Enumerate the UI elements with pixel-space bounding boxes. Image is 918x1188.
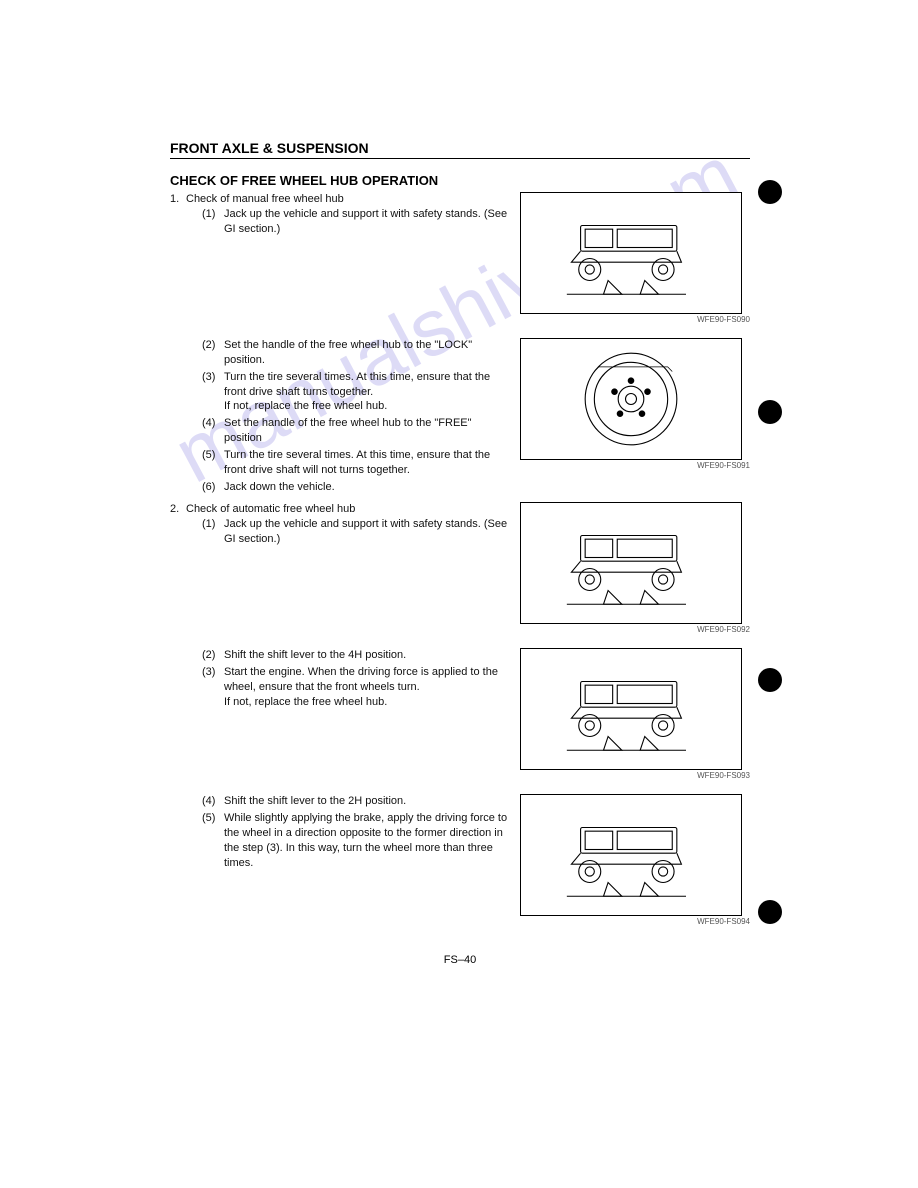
list-text: Jack up the vehicle and support it with … <box>224 208 507 235</box>
figure-vehicle-on-stands <box>520 192 742 314</box>
figure-column: WFE90-FS090 <box>520 192 750 332</box>
text-column: (2) Shift the shift lever to the 4H posit… <box>170 648 510 711</box>
binder-dot <box>758 400 782 424</box>
text-column: (4) Shift the shift lever to the 2H posit… <box>170 794 510 872</box>
list-item: (3) Start the engine. When the driving fo… <box>202 665 510 710</box>
list-number: (1) <box>202 517 215 532</box>
list-item: (1) Jack up the vehicle and support it w… <box>202 517 510 547</box>
figure-column: WFE90-FS093 <box>520 648 750 788</box>
vehicle-icon <box>526 508 736 618</box>
list-item: (2) Set the handle of the free wheel hub … <box>202 338 510 368</box>
list-item: (1) Jack up the vehicle and support it w… <box>202 207 510 237</box>
figure-column: WFE90-FS091 <box>520 338 750 478</box>
list-item: 1. Check of manual free wheel hub (1) Ja… <box>170 192 510 237</box>
figure-caption: WFE90-FS091 <box>520 461 750 470</box>
list-text: Check of manual free wheel hub <box>186 193 344 205</box>
list-text: Start the engine. When the driving force… <box>224 666 498 693</box>
figure-caption: WFE90-FS094 <box>520 917 750 926</box>
text-column: 1. Check of manual free wheel hub (1) Ja… <box>170 192 510 239</box>
list-item: (4) Set the handle of the free wheel hub … <box>202 416 510 446</box>
figure-vehicle-on-stands <box>520 648 742 770</box>
content-block: (4) Shift the shift lever to the 2H posit… <box>170 794 750 934</box>
list-text: Shift the shift lever to the 2H position… <box>224 795 406 807</box>
list-item: (4) Shift the shift lever to the 2H posit… <box>202 794 510 809</box>
list-text: Turn the tire several times. At this tim… <box>224 449 490 476</box>
content-block: 2. Check of automatic free wheel hub (1)… <box>170 502 750 642</box>
list-text: Jack down the vehicle. <box>224 481 335 493</box>
list-text: Set the handle of the free wheel hub to … <box>224 417 472 444</box>
list-number: (2) <box>202 338 215 353</box>
list-number: (6) <box>202 480 215 495</box>
figure-wheel-hub <box>520 338 742 460</box>
vehicle-icon <box>526 654 736 764</box>
list-item: (3) Turn the tire several times. At this … <box>202 370 510 415</box>
figure-vehicle-on-stands <box>520 502 742 624</box>
binder-dot <box>758 180 782 204</box>
list-number: 2. <box>170 502 179 517</box>
content-block: (2) Shift the shift lever to the 4H posit… <box>170 648 750 788</box>
binder-dot <box>758 900 782 924</box>
list-item: (6) Jack down the vehicle. <box>202 480 510 495</box>
list-text: Jack up the vehicle and support it with … <box>224 518 507 545</box>
list-number: (4) <box>202 794 215 809</box>
figure-column: WFE90-FS092 <box>520 502 750 642</box>
list-item: 2. Check of automatic free wheel hub (1)… <box>170 502 510 547</box>
figure-caption: WFE90-FS090 <box>520 315 750 324</box>
list-text: While slightly applying the brake, apply… <box>224 812 507 869</box>
list-number: (1) <box>202 207 215 222</box>
list-number: (3) <box>202 370 215 385</box>
list-text: If not, replace the free wheel hub. <box>224 400 387 412</box>
page-content: FRONT AXLE & SUSPENSION CHECK OF FREE WH… <box>170 140 750 966</box>
list-text: Check of automatic free wheel hub <box>186 503 355 515</box>
wheel-icon <box>526 344 736 454</box>
content-block: 1. Check of manual free wheel hub (1) Ja… <box>170 192 750 332</box>
figure-vehicle-on-stands <box>520 794 742 916</box>
list-number: (5) <box>202 448 215 463</box>
content-block: (2) Set the handle of the free wheel hub … <box>170 338 750 496</box>
list-number: (5) <box>202 811 215 826</box>
list-number: (2) <box>202 648 215 663</box>
list-text: Turn the tire several times. At this tim… <box>224 371 490 398</box>
list-number: 1. <box>170 192 179 207</box>
list-text: Shift the shift lever to the 4H position… <box>224 649 406 661</box>
vehicle-icon <box>526 800 736 910</box>
text-column: 2. Check of automatic free wheel hub (1)… <box>170 502 510 549</box>
page-number: FS–40 <box>170 954 750 966</box>
subsection-title: CHECK OF FREE WHEEL HUB OPERATION <box>170 173 750 188</box>
list-text: If not, replace the free wheel hub. <box>224 696 387 708</box>
text-column: (2) Set the handle of the free wheel hub … <box>170 338 510 496</box>
vehicle-icon <box>526 198 736 308</box>
binder-dot <box>758 668 782 692</box>
list-number: (4) <box>202 416 215 431</box>
list-number: (3) <box>202 665 215 680</box>
list-item: (5) Turn the tire several times. At this … <box>202 448 510 478</box>
figure-caption: WFE90-FS093 <box>520 771 750 780</box>
figure-column: WFE90-FS094 <box>520 794 750 934</box>
section-title: FRONT AXLE & SUSPENSION <box>170 140 750 159</box>
list-item: (2) Shift the shift lever to the 4H posit… <box>202 648 510 663</box>
list-item: (5) While slightly applying the brake, ap… <box>202 811 510 870</box>
list-text: Set the handle of the free wheel hub to … <box>224 339 472 366</box>
figure-caption: WFE90-FS092 <box>520 625 750 634</box>
